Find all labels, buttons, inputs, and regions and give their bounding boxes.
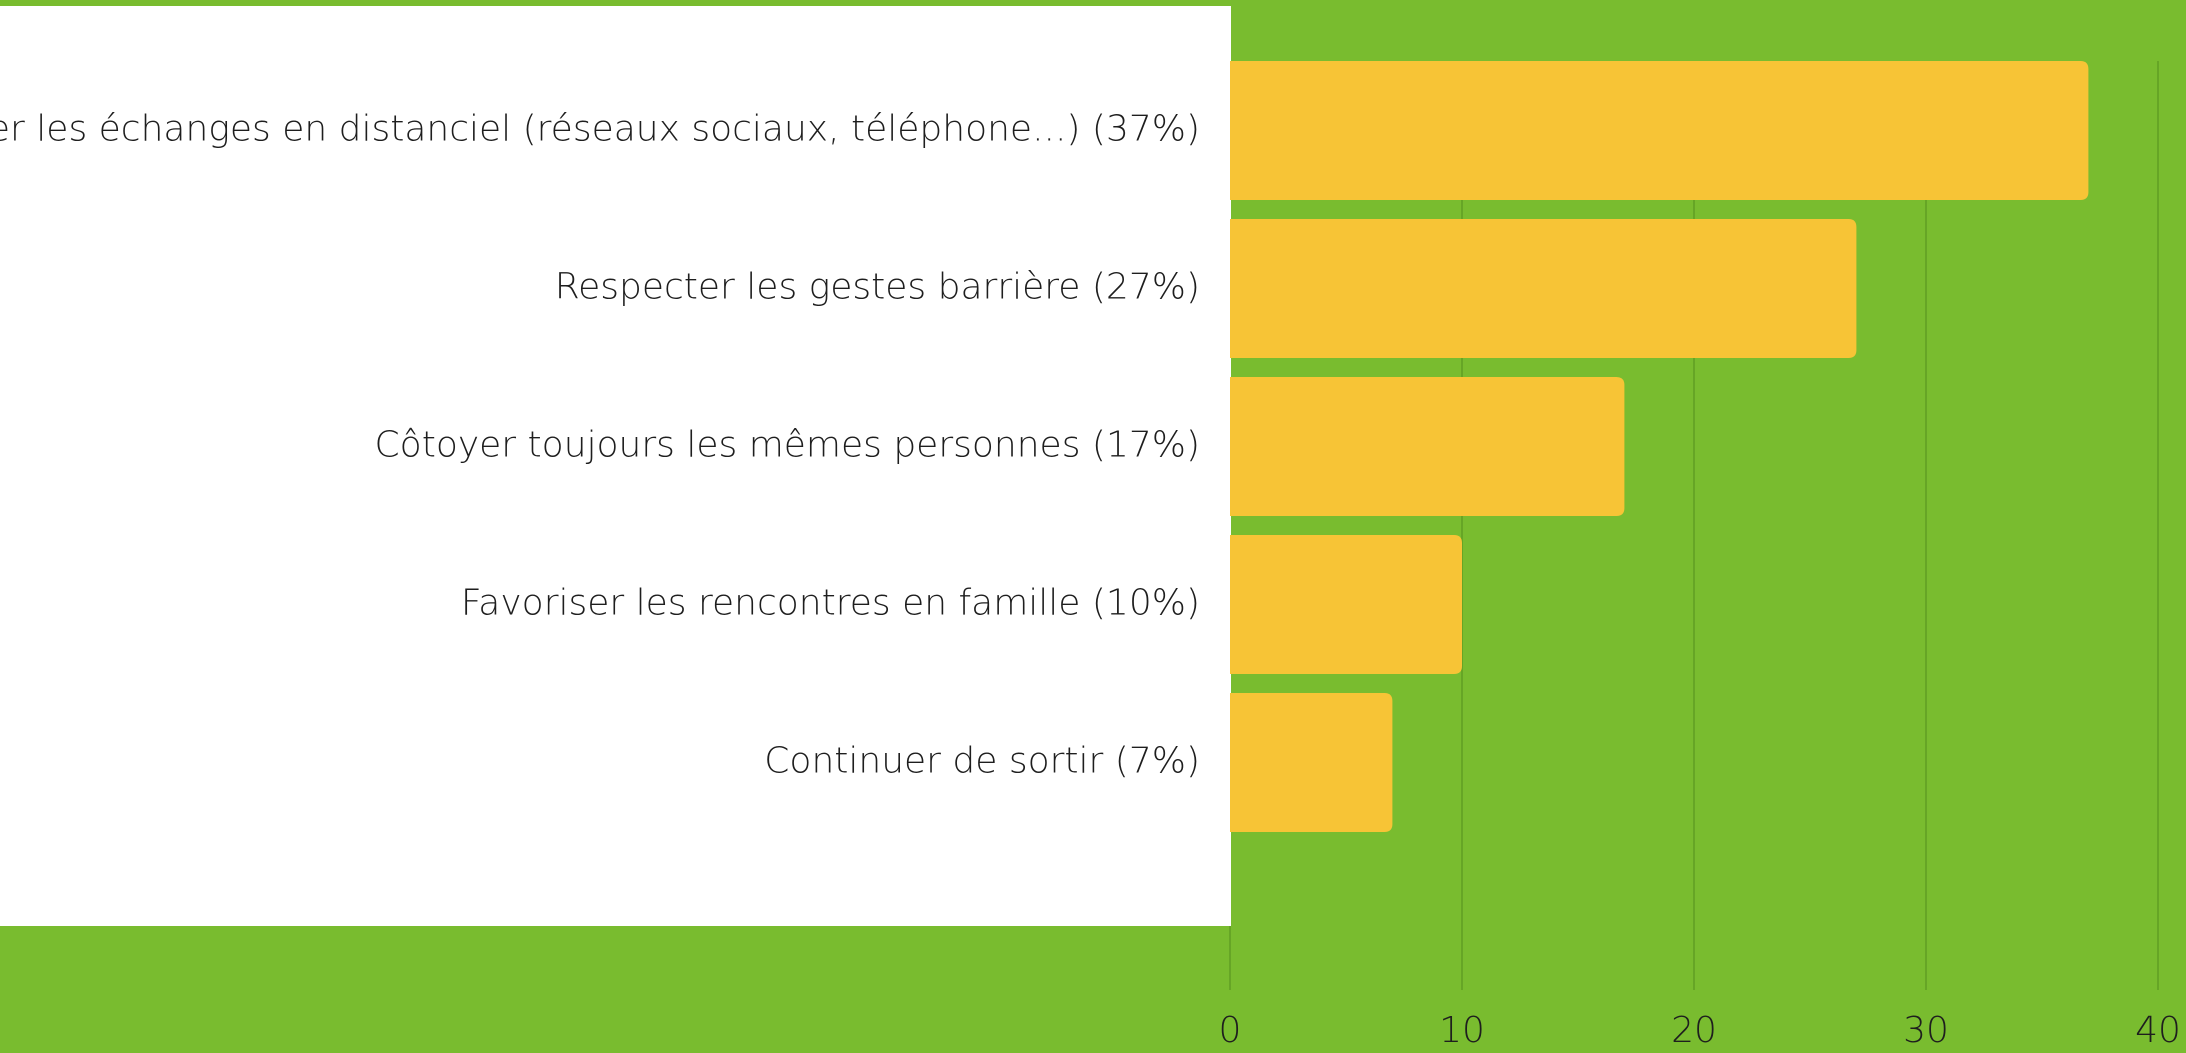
x-tick-label: 10	[1439, 1010, 1485, 1051]
bar	[1230, 535, 1462, 674]
bar	[1230, 693, 1393, 832]
x-tick-label: 40	[2135, 1010, 2181, 1051]
bar	[1230, 377, 1625, 516]
category-label: Continuer de sortir (7%)	[764, 741, 1200, 782]
bar	[1230, 61, 2089, 200]
category-label: Favoriser les rencontres en famille (10%…	[461, 583, 1200, 624]
bar	[1230, 219, 1857, 358]
label-panel	[0, 6, 1231, 926]
category-label: Favoriser les échanges en distanciel (ré…	[0, 109, 1200, 150]
x-tick-label: 0	[1219, 1010, 1242, 1051]
category-label: Côtoyer toujours les mêmes personnes (17…	[375, 425, 1200, 466]
category-label: Respecter les gestes barrière (27%)	[555, 267, 1200, 308]
x-tick-label: 20	[1671, 1010, 1717, 1051]
x-tick-label: 30	[1903, 1010, 1949, 1051]
